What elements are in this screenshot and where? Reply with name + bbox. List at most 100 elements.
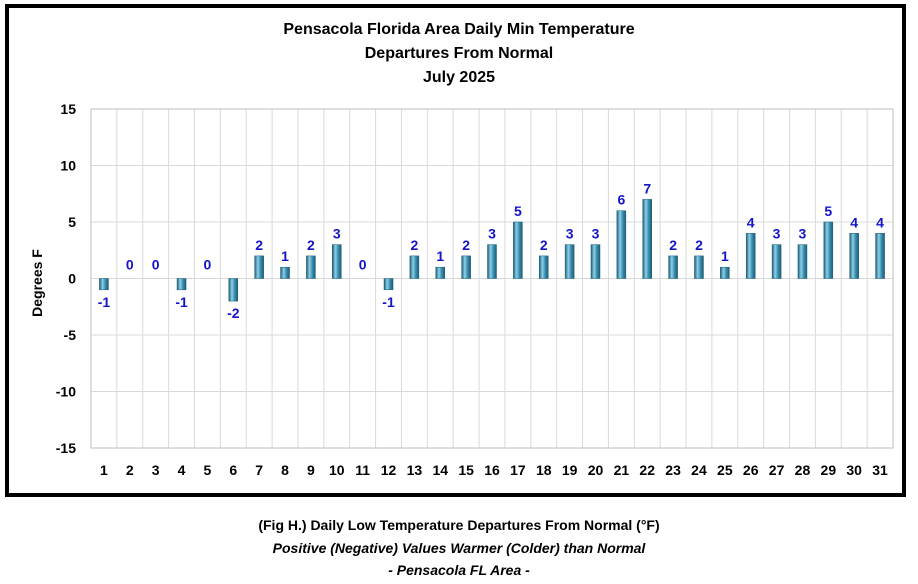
data-label: 5 <box>514 203 522 219</box>
y-tick-label: 0 <box>68 271 76 287</box>
data-label: 1 <box>281 248 289 264</box>
data-label: 3 <box>592 226 600 242</box>
x-tick-label: 6 <box>229 462 237 478</box>
data-label: 2 <box>307 237 315 253</box>
bar-day-18 <box>538 255 549 279</box>
data-label: 2 <box>410 237 418 253</box>
caption-line-2: Positive (Negative) Values Warmer (Colde… <box>272 540 646 556</box>
bar-day-23 <box>668 255 678 279</box>
data-label: 0 <box>359 257 367 273</box>
data-label: 2 <box>462 237 470 253</box>
data-label: 5 <box>824 203 832 219</box>
x-tick-label: 31 <box>872 462 888 478</box>
data-label: 4 <box>850 214 858 230</box>
plot-area-border <box>90 108 894 449</box>
data-label: -1 <box>175 294 188 310</box>
x-tick-label: 13 <box>407 462 423 478</box>
chart-title-line-1: Pensacola Florida Area Daily Min Tempera… <box>283 21 635 38</box>
y-tick-label: 5 <box>68 214 76 230</box>
x-tick-label: 14 <box>432 462 448 478</box>
data-label: 7 <box>643 180 651 196</box>
x-tick-label: 8 <box>281 462 289 478</box>
chart-title-line-3: July 2025 <box>422 69 496 86</box>
data-label: 2 <box>695 237 703 253</box>
bar-day-1 <box>99 278 109 291</box>
x-tick-label: 23 <box>665 462 681 478</box>
chart-plot: 151050-5-10-15-110203-1405-2627182931001… <box>29 101 894 478</box>
y-axis-label: Degrees F <box>29 249 45 317</box>
bar-day-31 <box>875 233 885 279</box>
bar-day-10 <box>332 244 342 279</box>
x-tick-label: 29 <box>821 462 837 478</box>
x-tick-label: 3 <box>152 462 160 478</box>
data-label: 3 <box>566 226 574 242</box>
bar-day-15 <box>461 255 471 279</box>
x-tick-label: 21 <box>614 462 630 478</box>
data-label: 6 <box>617 192 625 208</box>
data-label: 3 <box>333 226 341 242</box>
x-tick-label: 7 <box>255 462 263 478</box>
data-label: 2 <box>669 237 677 253</box>
bar-day-20 <box>590 244 601 279</box>
bar-day-13 <box>409 255 420 279</box>
data-label: 0 <box>204 257 212 273</box>
bar-day-4 <box>176 278 187 291</box>
data-label: 3 <box>488 226 496 242</box>
x-tick-label: 17 <box>510 462 526 478</box>
data-label: 4 <box>747 214 755 230</box>
bar-day-8 <box>280 266 290 279</box>
chart-title-line-2: Departures From Normal <box>364 45 554 62</box>
data-label: 2 <box>255 237 263 253</box>
data-label: -2 <box>227 305 240 321</box>
bar-day-19 <box>564 244 575 279</box>
data-label: 1 <box>436 248 444 264</box>
x-tick-label: 4 <box>178 462 186 478</box>
bar-day-26 <box>745 233 756 279</box>
x-tick-label: 25 <box>717 462 733 478</box>
bar-day-29 <box>823 221 834 279</box>
x-tick-label: 27 <box>769 462 785 478</box>
data-label: 2 <box>540 237 548 253</box>
x-tick-label: 26 <box>743 462 759 478</box>
x-tick-label: 16 <box>484 462 500 478</box>
y-tick-label: 10 <box>60 158 76 174</box>
bar-day-30 <box>849 233 859 279</box>
bar-day-25 <box>720 266 730 279</box>
bar-day-21 <box>616 210 627 279</box>
x-tick-label: 11 <box>355 462 370 478</box>
x-tick-label: 22 <box>639 462 655 478</box>
bar-day-9 <box>306 255 316 279</box>
x-tick-label: 1 <box>100 462 108 478</box>
data-label: -1 <box>98 294 111 310</box>
data-label: 1 <box>721 248 729 264</box>
caption-line-1: (Fig H.) Daily Low Temperature Departure… <box>258 517 660 533</box>
bar-day-12 <box>383 278 394 291</box>
y-tick-label: -15 <box>56 440 76 456</box>
x-tick-label: 15 <box>458 462 474 478</box>
x-tick-label: 5 <box>204 462 212 478</box>
data-label: 3 <box>773 226 781 242</box>
x-tick-label: 30 <box>846 462 862 478</box>
x-tick-label: 24 <box>691 462 707 478</box>
data-label: -1 <box>382 294 395 310</box>
bar-day-27 <box>771 244 782 279</box>
y-tick-label: -10 <box>56 384 76 400</box>
data-label: 0 <box>126 257 134 273</box>
bar-day-17 <box>513 221 523 279</box>
x-tick-label: 9 <box>307 462 315 478</box>
bar-day-28 <box>797 244 808 279</box>
x-tick-label: 2 <box>126 462 134 478</box>
bar-day-6 <box>228 278 239 302</box>
x-tick-label: 18 <box>536 462 552 478</box>
y-tick-label: 15 <box>60 101 76 117</box>
bar-day-24 <box>694 255 704 279</box>
bar-day-7 <box>254 255 264 279</box>
data-label: 4 <box>876 214 884 230</box>
bar-day-22 <box>642 199 652 279</box>
x-tick-label: 10 <box>329 462 345 478</box>
x-tick-label: 12 <box>381 462 397 478</box>
caption-line-3: - Pensacola FL Area - <box>388 562 530 578</box>
x-tick-label: 20 <box>588 462 604 478</box>
x-tick-label: 28 <box>795 462 811 478</box>
x-tick-label: 19 <box>562 462 578 478</box>
